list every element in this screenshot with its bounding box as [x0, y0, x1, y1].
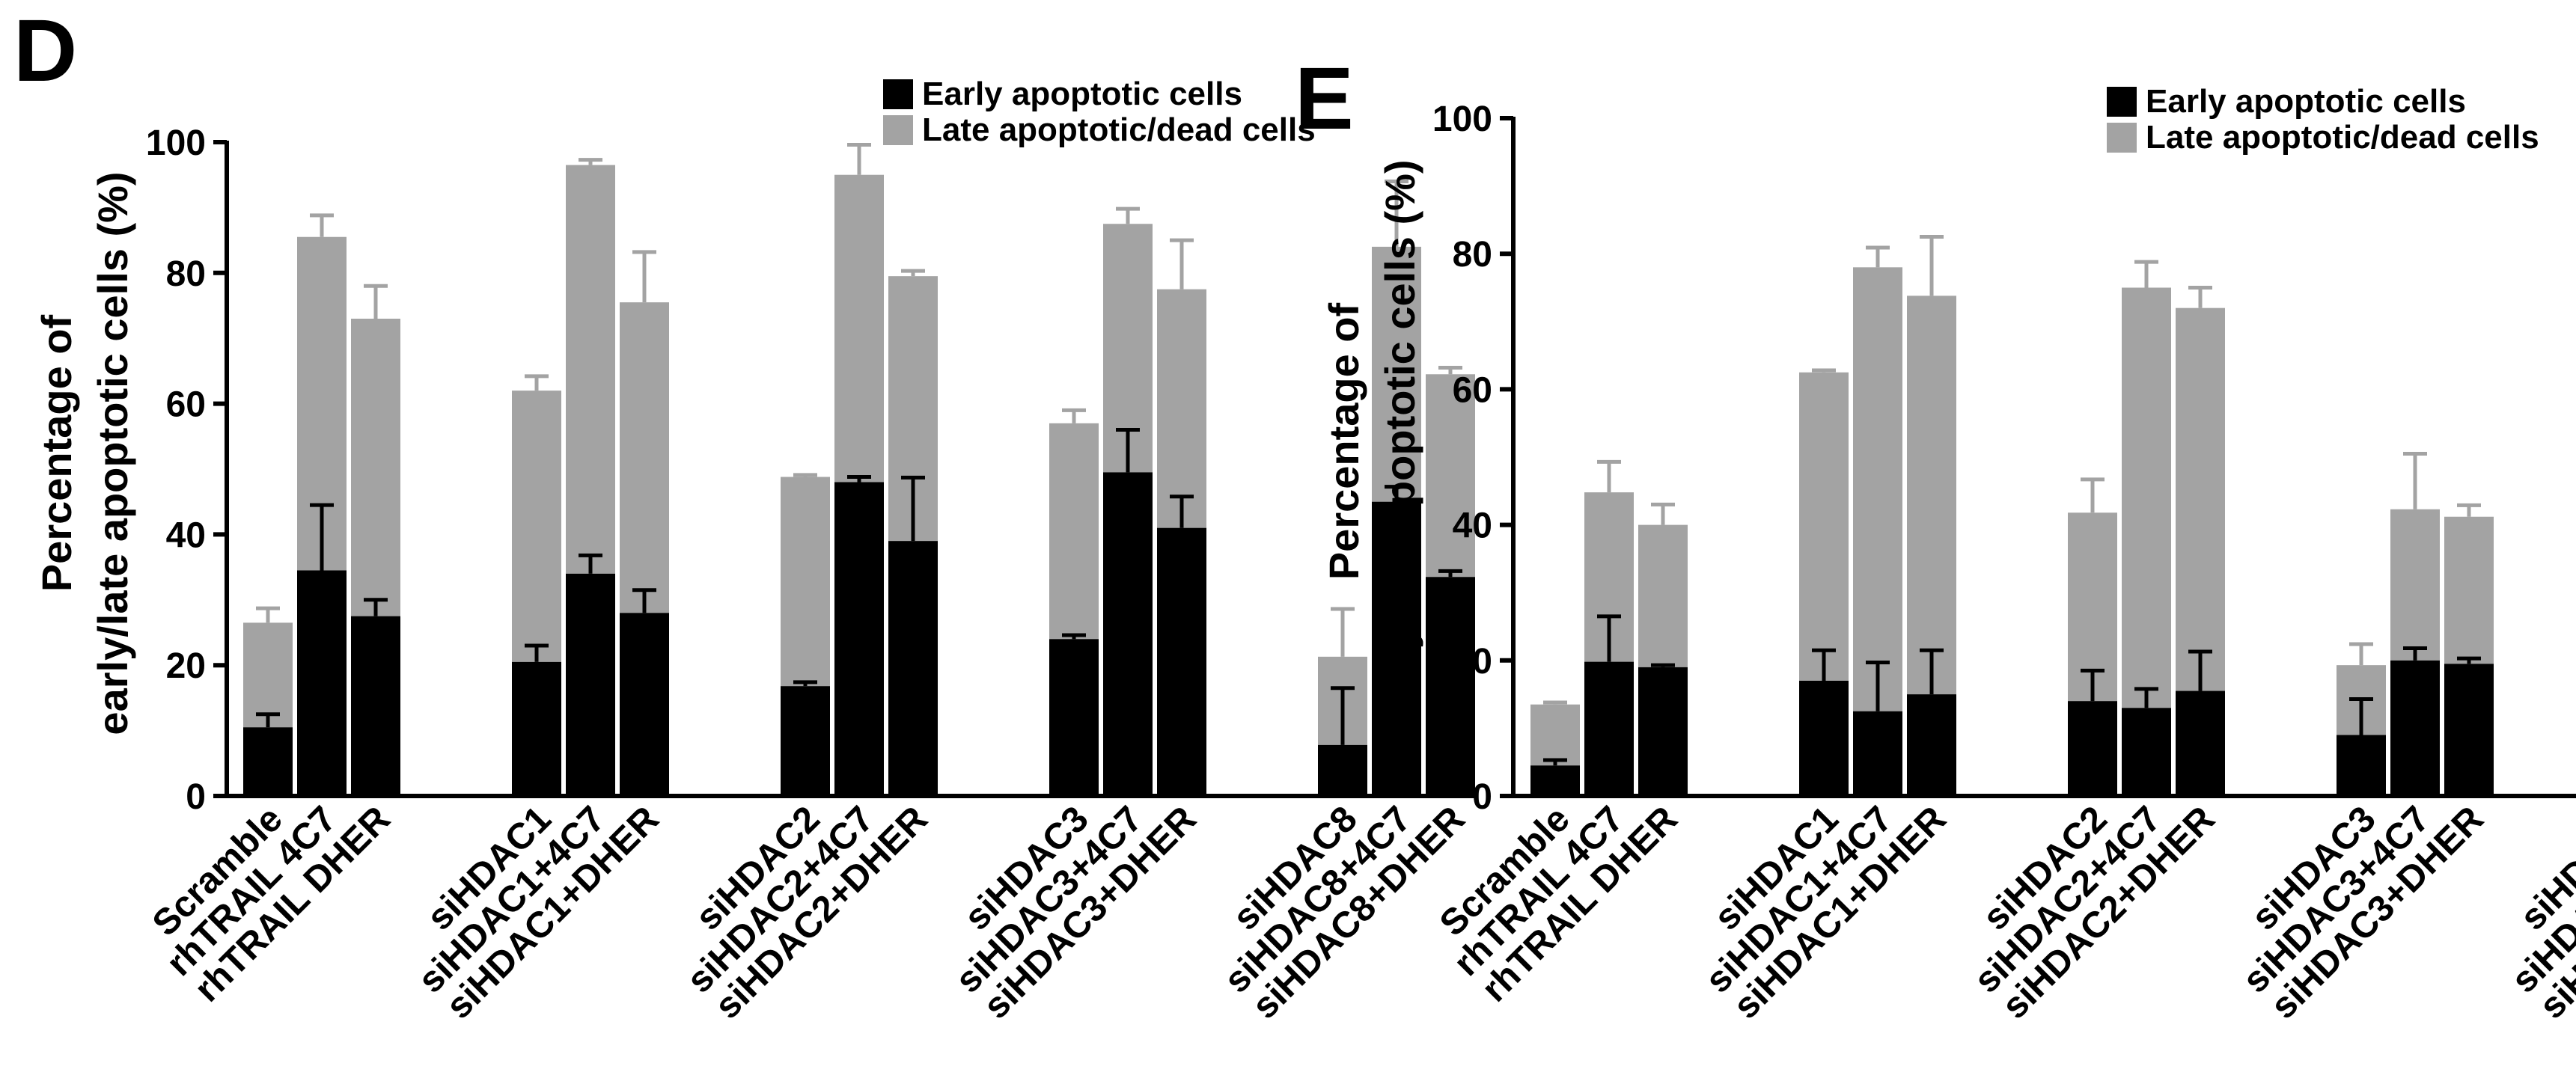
y-tick-label: 80 — [1453, 235, 1492, 275]
bar-early — [781, 686, 830, 796]
y-tick-label: 0 — [1472, 777, 1492, 817]
bar-late — [566, 165, 615, 574]
legend-swatch — [2107, 87, 2137, 117]
y-tick-label: 100 — [146, 123, 206, 163]
y-tick-label: 60 — [166, 385, 206, 425]
bar-late — [2444, 516, 2494, 664]
y-tick-label: 60 — [1453, 370, 1492, 410]
legend-swatch — [883, 79, 913, 109]
y-tick-label: 100 — [1432, 99, 1492, 139]
y-axis-title: Percentage of — [1320, 302, 1367, 580]
bar-early — [1853, 711, 1902, 796]
y-tick-label: 80 — [166, 254, 206, 294]
bar-late — [512, 391, 561, 662]
bar-early — [1372, 501, 1421, 796]
legend-label: Late apoptotic/dead cells — [922, 111, 1316, 148]
y-tick-label: 20 — [1453, 642, 1492, 682]
y-tick-label: 20 — [166, 646, 206, 686]
y-tick-label: 0 — [186, 777, 206, 817]
legend-swatch — [2107, 123, 2137, 153]
bar-early — [2176, 690, 2225, 796]
bar-early — [1638, 667, 1688, 796]
y-axis-title: early/late apoptotic cells (%) — [1376, 159, 1423, 723]
bar-late — [2122, 287, 2171, 708]
bar-early — [1103, 472, 1153, 796]
bar-late — [620, 302, 669, 613]
y-axis-title: Percentage of — [33, 314, 80, 592]
bar-early — [1157, 527, 1206, 796]
bar-late — [781, 477, 830, 687]
bar-early — [243, 727, 293, 796]
bar-early — [351, 616, 400, 796]
panel-label: E — [1295, 49, 1354, 148]
legend-swatch — [883, 115, 913, 145]
bar-early — [1530, 765, 1580, 796]
bar-late — [1372, 246, 1421, 502]
bar-late — [834, 174, 884, 483]
bar-early — [888, 541, 938, 796]
bar-early — [1049, 639, 1099, 796]
bar-late — [243, 622, 293, 728]
bar-early — [1799, 680, 1849, 796]
bar-late — [2390, 509, 2440, 661]
bar-late — [1853, 267, 1902, 711]
bar-late — [351, 318, 400, 616]
bar-late — [1638, 524, 1688, 667]
bar-late — [1530, 704, 1580, 766]
y-axis-title: early/late apoptotic cells (%) — [89, 171, 136, 735]
bar-late — [2176, 307, 2225, 691]
bar-early — [1907, 694, 1956, 796]
bar-early — [1318, 744, 1367, 796]
bar-late — [1799, 372, 1849, 681]
bar-late — [1907, 296, 1956, 695]
bar-early — [834, 482, 884, 796]
bar-late — [1157, 289, 1206, 528]
bar-early — [566, 573, 615, 796]
legend-label: Early apoptotic cells — [922, 76, 1242, 112]
bar-late — [1049, 423, 1099, 640]
bar-early — [620, 613, 669, 796]
bar-late — [1426, 374, 1475, 578]
panel-label: D — [13, 1, 77, 100]
bar-early — [2390, 660, 2440, 796]
legend-label: Early apoptotic cells — [2146, 83, 2466, 120]
bar-early — [2337, 735, 2386, 796]
bar-early — [1426, 577, 1475, 796]
y-tick-label: 40 — [166, 515, 206, 555]
bar-early — [1584, 661, 1634, 796]
bar-early — [2444, 664, 2494, 796]
bar-early — [297, 570, 347, 796]
bar-early — [512, 661, 561, 796]
legend-label: Late apoptotic/dead cells — [2146, 119, 2539, 156]
bar-early — [2068, 701, 2117, 796]
y-tick-label: 40 — [1453, 506, 1492, 546]
bar-early — [2122, 708, 2171, 796]
